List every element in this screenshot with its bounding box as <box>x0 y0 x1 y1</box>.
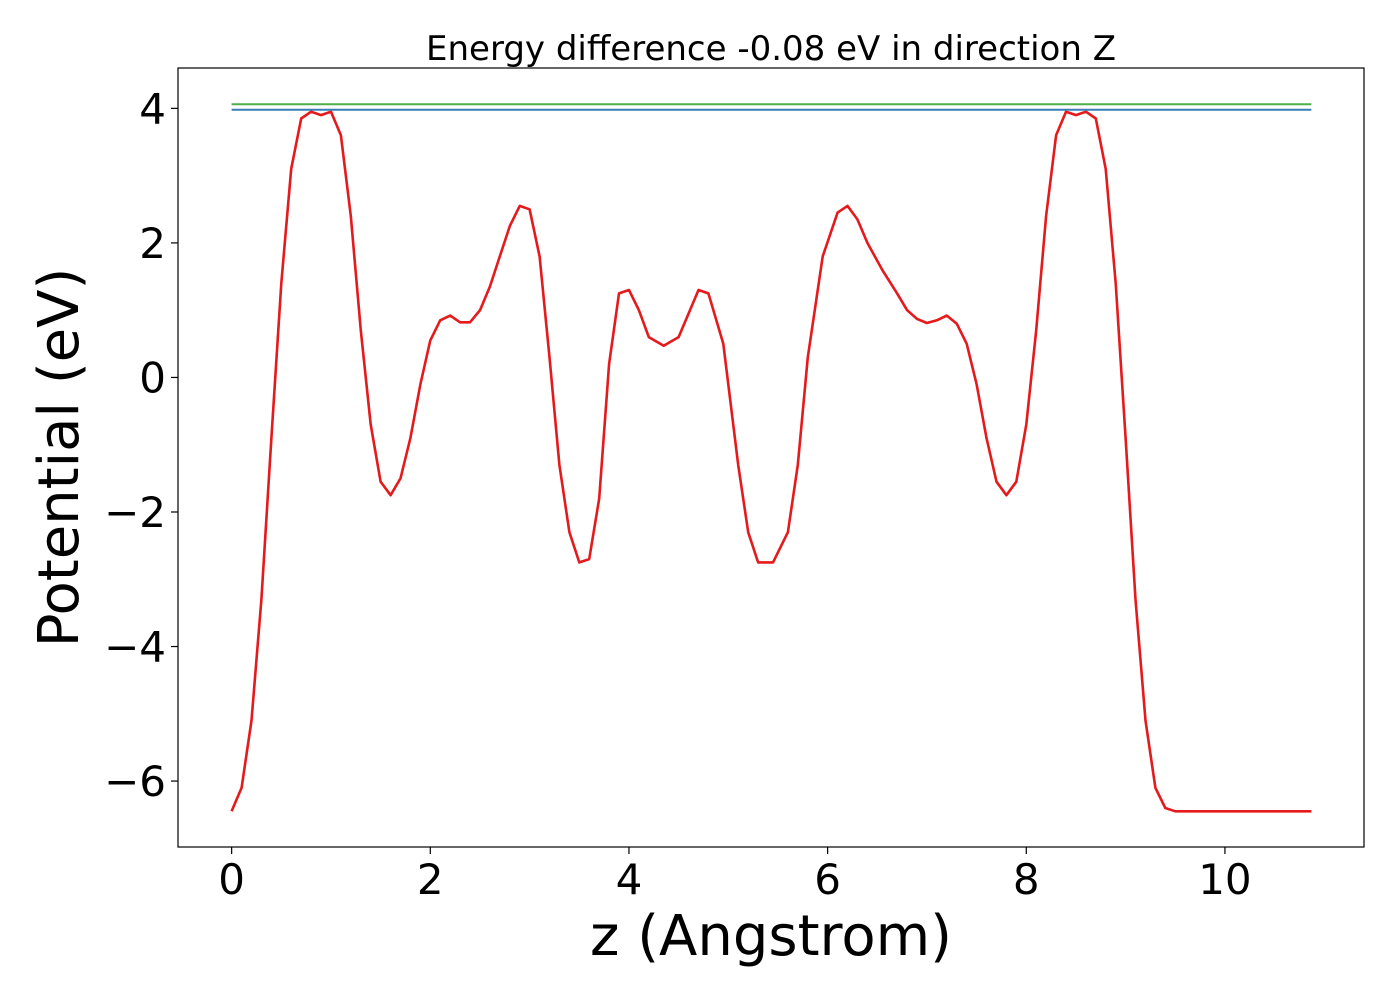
y-tick-label: −2 <box>104 488 166 537</box>
x-tick-label: 6 <box>814 855 841 904</box>
x-axis-title: z (Angstrom) <box>590 904 952 969</box>
x-tick-label: 2 <box>417 855 444 904</box>
x-tick-label: 8 <box>1013 855 1040 904</box>
y-tick-label: 4 <box>139 84 166 133</box>
y-tick-label: −6 <box>104 757 166 806</box>
series-layer <box>230 103 1312 813</box>
chart-title: Energy difference -0.08 eV in direction … <box>426 29 1116 69</box>
plot-area-frame <box>177 67 1365 848</box>
x-tick-label: 10 <box>1198 855 1251 904</box>
y-tick-label: 2 <box>139 219 166 268</box>
series-line-0 <box>230 110 1312 813</box>
x-tick-label: 0 <box>218 855 245 904</box>
y-axis-ticks: −6 −4 −2 0 2 4 <box>104 84 178 806</box>
x-tick-label: 4 <box>616 855 643 904</box>
x-axis-ticks: 0 2 4 6 8 10 <box>218 847 1252 904</box>
y-tick-label: −4 <box>104 623 166 672</box>
y-tick-label: 0 <box>139 353 166 402</box>
y-axis-title: Potential (eV) <box>27 268 92 648</box>
